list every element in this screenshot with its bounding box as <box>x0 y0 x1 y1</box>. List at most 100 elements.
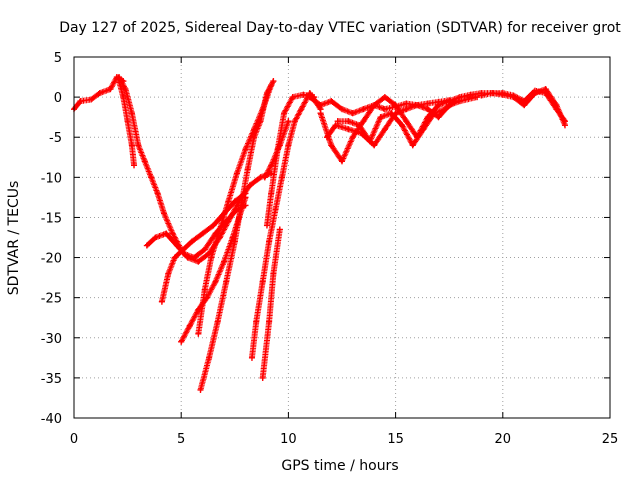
data-point <box>135 142 142 149</box>
data-point <box>141 158 148 165</box>
data-point <box>233 170 240 177</box>
data-point <box>381 94 388 101</box>
data-point <box>124 118 131 125</box>
data-point <box>276 226 283 233</box>
series-track-11 <box>263 91 318 229</box>
data-point <box>208 254 215 261</box>
data-point <box>244 166 251 173</box>
data-point <box>270 78 277 85</box>
data-point <box>467 91 474 98</box>
series-track-17 <box>478 87 568 125</box>
data-point <box>414 102 421 109</box>
data-point <box>231 198 238 205</box>
data-point <box>270 270 277 277</box>
data-point <box>225 198 232 205</box>
y-tick-label: -20 <box>41 252 62 267</box>
data-point <box>424 106 431 113</box>
data-point <box>263 90 270 97</box>
data-point <box>328 142 335 149</box>
data-point <box>263 222 270 229</box>
data-point <box>499 90 506 97</box>
data-point <box>278 174 285 181</box>
data-point <box>323 134 330 141</box>
data-point <box>169 230 176 237</box>
data-point <box>381 126 388 133</box>
data-point <box>96 90 103 97</box>
data-point <box>242 146 249 153</box>
data-point <box>474 94 481 101</box>
x-axis-label: GPS time / hours <box>281 458 398 474</box>
data-point <box>452 98 459 105</box>
data-point <box>420 126 427 133</box>
data-point <box>291 118 298 125</box>
data-point <box>221 258 228 265</box>
data-point <box>360 106 367 113</box>
data-point <box>268 162 275 169</box>
data-point <box>88 96 95 103</box>
data-point <box>339 158 345 165</box>
data-point <box>148 174 155 181</box>
x-tick-label: 10 <box>280 432 297 447</box>
data-point <box>489 90 496 97</box>
data-point <box>253 318 260 325</box>
data-point <box>266 318 273 325</box>
y-tick-label: 5 <box>54 51 62 66</box>
data-point <box>227 214 234 221</box>
data-point <box>128 110 135 117</box>
data-point <box>403 100 410 107</box>
data-point <box>409 142 416 149</box>
data-point <box>171 254 178 261</box>
y-tick-label: -5 <box>49 131 62 146</box>
data-point <box>143 242 150 249</box>
data-point <box>201 286 208 293</box>
data-point <box>128 142 135 149</box>
data-point <box>107 86 114 93</box>
data-point <box>238 202 245 209</box>
data-point <box>332 122 339 129</box>
plot-frame <box>73 56 611 419</box>
data-point <box>214 318 221 325</box>
series-track-16 <box>306 94 453 117</box>
data-point <box>431 110 438 117</box>
data-point <box>257 118 264 125</box>
data-point <box>561 118 568 125</box>
data-point <box>248 354 255 361</box>
data-point <box>266 238 273 245</box>
data-point <box>392 103 399 110</box>
series-track-15 <box>334 98 459 149</box>
data-point <box>206 354 213 361</box>
data-point <box>441 106 448 113</box>
data-point <box>212 278 219 285</box>
y-tick-label: -30 <box>41 332 62 347</box>
y-tick-label: -25 <box>41 292 62 307</box>
data-point <box>158 298 165 305</box>
data-point <box>261 174 268 181</box>
data-point <box>339 106 345 113</box>
data-point <box>251 134 258 141</box>
data-layer <box>71 74 568 393</box>
series-track-07 <box>195 82 275 337</box>
data-point <box>223 278 230 285</box>
data-point <box>424 100 431 107</box>
data-point <box>259 374 266 381</box>
y-axis-label: SDTVAR / TECUs <box>6 181 22 296</box>
data-point <box>184 254 191 261</box>
data-point <box>435 98 442 105</box>
y-tick-label: -40 <box>41 412 62 427</box>
data-point <box>154 190 161 197</box>
data-point <box>77 98 84 105</box>
data-point <box>161 210 168 217</box>
data-point <box>521 98 528 105</box>
data-point <box>345 126 352 133</box>
data-point <box>446 97 453 104</box>
data-point <box>131 162 138 169</box>
data-point <box>268 190 275 197</box>
data-point <box>276 142 283 149</box>
data-point <box>356 122 363 129</box>
data-point <box>345 118 352 125</box>
data-point <box>349 134 356 141</box>
data-point <box>285 142 292 149</box>
